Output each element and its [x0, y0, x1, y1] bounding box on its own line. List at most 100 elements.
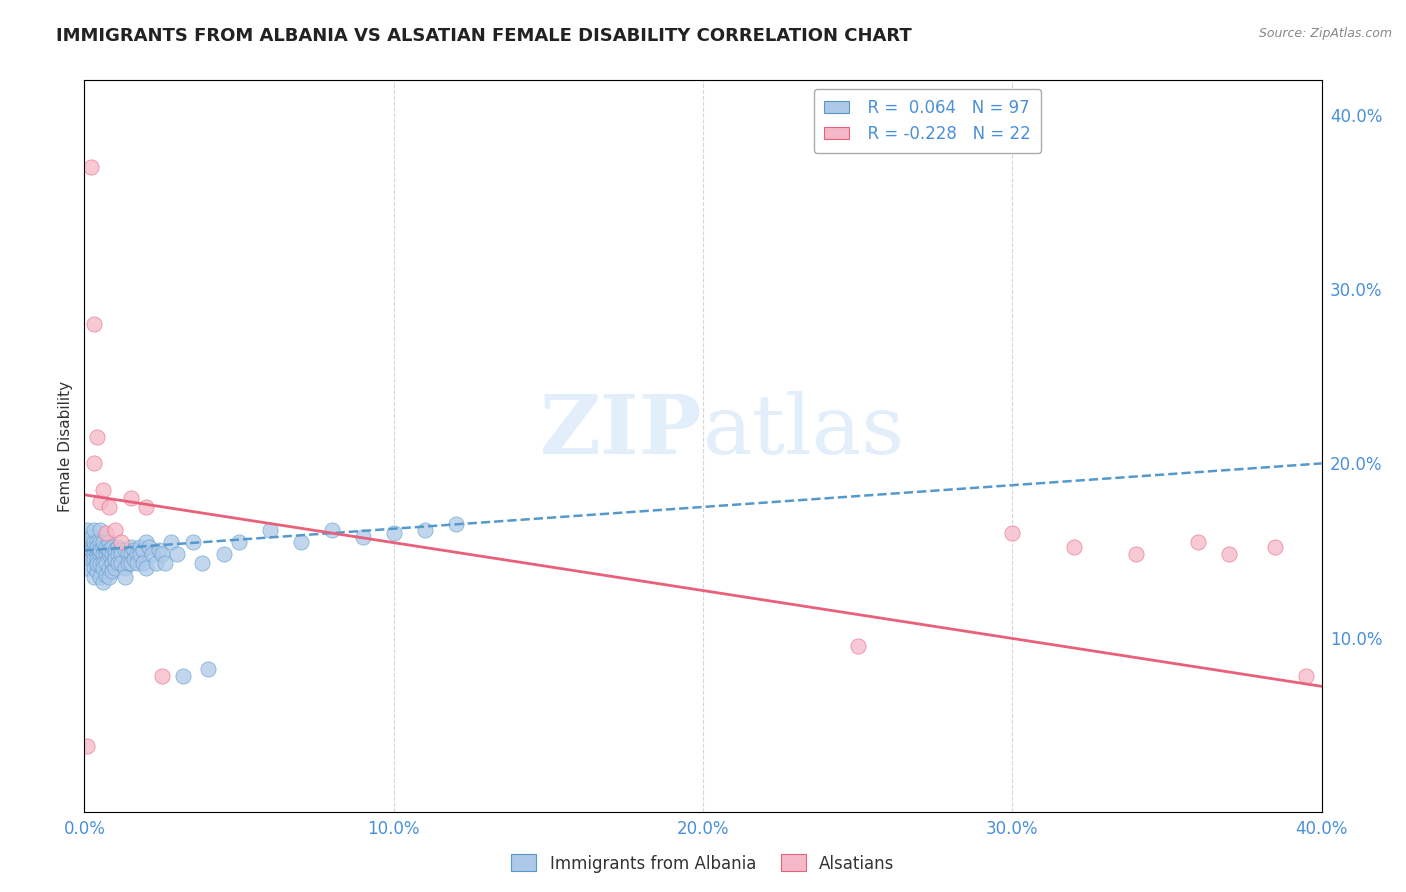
Point: [104, 543, 127, 558]
Point: [153, 556, 176, 570]
Point: [166, 547, 188, 561]
Point: [132, 556, 155, 570]
Point: [86, 430, 108, 444]
Point: [98, 500, 121, 514]
Point: [89, 523, 111, 537]
Point: [212, 547, 235, 561]
Point: [91, 561, 114, 575]
Point: [91, 540, 114, 554]
Point: [125, 547, 148, 561]
Point: [120, 491, 142, 506]
Point: [86, 540, 108, 554]
Point: [172, 669, 194, 683]
Point: [94, 556, 117, 570]
Point: [135, 534, 157, 549]
Point: [120, 556, 142, 570]
Point: [101, 547, 124, 561]
Point: [101, 565, 124, 579]
Point: [135, 561, 157, 575]
Point: [101, 540, 124, 554]
Point: [89, 494, 111, 508]
Point: [83, 561, 105, 575]
Point: [181, 534, 204, 549]
Point: [98, 561, 121, 575]
Point: [94, 567, 117, 582]
Point: [76, 561, 98, 575]
Point: [104, 552, 127, 566]
Point: [125, 556, 148, 570]
Point: [98, 569, 121, 583]
Point: [94, 543, 117, 558]
Y-axis label: Female Disability: Female Disability: [58, 380, 73, 512]
Point: [94, 526, 117, 541]
Legend:   R =  0.064   N = 97,   R = -0.228   N = 22: R = 0.064 N = 97, R = -0.228 N = 22: [814, 88, 1040, 153]
Point: [382, 526, 405, 541]
Point: [120, 547, 142, 561]
Point: [122, 543, 145, 558]
Point: [290, 534, 312, 549]
Point: [444, 517, 467, 532]
Point: [86, 534, 108, 549]
Point: [104, 561, 127, 575]
Point: [89, 569, 111, 583]
Point: [104, 547, 127, 561]
Point: [76, 739, 98, 753]
Point: [79, 552, 101, 566]
Point: [110, 547, 132, 561]
Point: [107, 547, 129, 561]
Point: [83, 457, 105, 471]
Point: [98, 543, 121, 558]
Point: [117, 556, 139, 570]
Point: [114, 543, 136, 558]
Point: [86, 547, 108, 561]
Point: [1125, 547, 1147, 561]
Point: [86, 543, 108, 558]
Point: [91, 556, 114, 570]
Point: [79, 161, 101, 175]
Point: [1063, 540, 1085, 554]
Point: [89, 534, 111, 549]
Point: [110, 543, 132, 558]
Point: [86, 552, 108, 566]
Point: [1187, 534, 1209, 549]
Point: [148, 543, 170, 558]
Point: [129, 547, 152, 561]
Point: [76, 547, 98, 561]
Point: [150, 547, 173, 561]
Point: [1001, 526, 1024, 541]
Point: [79, 543, 101, 558]
Point: [83, 552, 105, 566]
Point: [94, 547, 117, 561]
Point: [91, 483, 114, 497]
Point: [110, 534, 132, 549]
Point: [83, 317, 105, 331]
Point: [83, 547, 105, 561]
Point: [129, 540, 152, 554]
Text: IMMIGRANTS FROM ALBANIA VS ALSATIAN FEMALE DISABILITY CORRELATION CHART: IMMIGRANTS FROM ALBANIA VS ALSATIAN FEMA…: [56, 27, 912, 45]
Point: [191, 556, 214, 570]
Point: [89, 558, 111, 572]
Text: Source: ZipAtlas.com: Source: ZipAtlas.com: [1258, 27, 1392, 40]
Point: [132, 543, 155, 558]
Point: [138, 540, 160, 554]
Point: [94, 540, 117, 554]
Point: [1218, 547, 1240, 561]
Legend: Immigrants from Albania, Alsatians: Immigrants from Albania, Alsatians: [505, 847, 901, 880]
Point: [352, 530, 374, 544]
Point: [1264, 540, 1286, 554]
Point: [114, 561, 136, 575]
Point: [1295, 669, 1317, 683]
Point: [83, 569, 105, 583]
Point: [135, 500, 157, 514]
Point: [83, 523, 105, 537]
Point: [83, 534, 105, 549]
Point: [86, 558, 108, 572]
Point: [79, 534, 101, 549]
Point: [107, 556, 129, 570]
Point: [104, 523, 127, 537]
Point: [197, 662, 219, 676]
Point: [91, 534, 114, 549]
Point: [98, 534, 121, 549]
Point: [160, 534, 183, 549]
Point: [145, 556, 167, 570]
